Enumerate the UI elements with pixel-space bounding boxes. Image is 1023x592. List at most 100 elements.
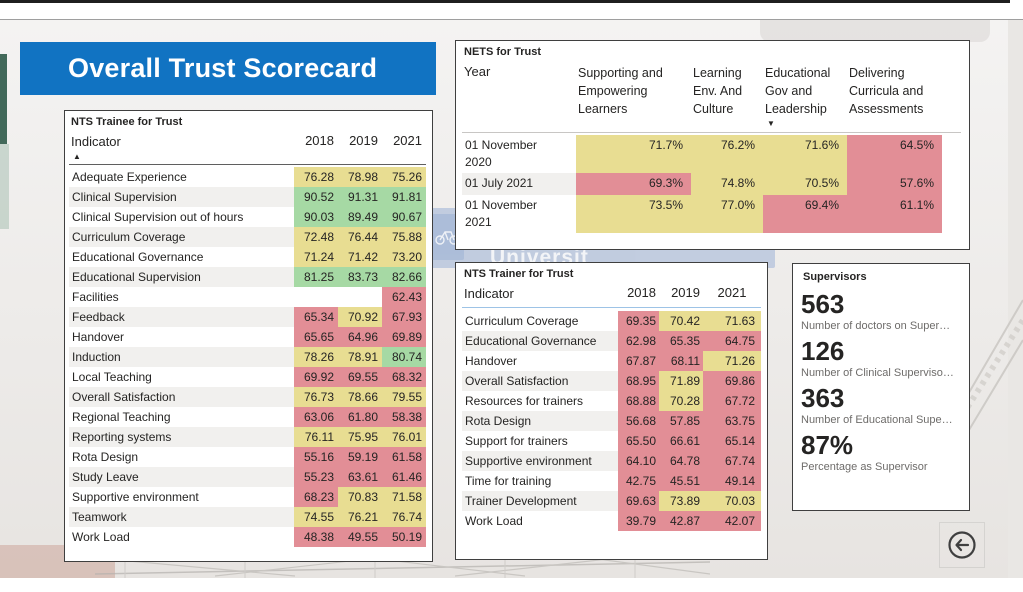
table-row[interactable]: Curriculum Coverage 69.35 70.42 71.63: [462, 311, 761, 331]
background-strip: [0, 144, 9, 229]
column-header-2019[interactable]: 2019: [349, 133, 378, 148]
table-header: Indicator 2018 2019 2021: [462, 282, 761, 303]
table-row[interactable]: Adequate Experience 76.28 78.98 75.26: [69, 167, 426, 187]
sort-descending-icon: ▼: [767, 119, 775, 128]
column-header-delivering[interactable]: Delivering Curricula and Assessments: [849, 66, 924, 116]
table-row[interactable]: Educational Supervision 81.25 83.73 82.66: [69, 267, 426, 287]
header-divider: [0, 19, 1023, 20]
table-row[interactable]: Supportive environment 64.10 64.78 67.74: [462, 451, 761, 471]
kpi-value: 563: [801, 289, 845, 319]
kpi-value: 126: [801, 336, 845, 366]
table-row[interactable]: 01 November 2020 71.7% 76.2% 71.6% 64.5%: [462, 135, 961, 173]
table-row[interactable]: Reporting systems 76.11 75.95 76.01: [69, 427, 426, 447]
table-row[interactable]: Handover 67.87 68.11 71.26: [462, 351, 761, 371]
value-cell: 73.89: [659, 491, 703, 511]
value-cell: 65.50: [618, 431, 659, 451]
column-header-2018[interactable]: 2018: [305, 133, 334, 148]
panel-nts-trainee: NTS Trainee for Trust Indicator ▲ 2018 2…: [64, 110, 433, 562]
kpi-block: 563 Number of doctors on Super…: [801, 289, 961, 333]
back-button[interactable]: [939, 522, 985, 568]
table-row[interactable]: Rota Design 55.16 59.19 61.58: [69, 447, 426, 467]
value-cell: 61.58: [382, 447, 426, 467]
table-row[interactable]: Time for training 42.75 45.51 49.14: [462, 471, 761, 491]
column-header-2019[interactable]: 2019: [671, 285, 700, 300]
row-label: Educational Governance: [72, 250, 204, 264]
table-row[interactable]: Supportive environment 68.23 70.83 71.58: [69, 487, 426, 507]
value-cell: 82.66: [382, 267, 426, 287]
column-header-learning[interactable]: Learning Env. And Culture: [693, 66, 743, 116]
table-row[interactable]: Work Load 39.79 42.87 42.07: [462, 511, 761, 531]
table-row[interactable]: Clinical Supervision 90.52 91.31 91.81: [69, 187, 426, 207]
value-cell: 65.65: [294, 327, 338, 347]
column-header-2021[interactable]: 2021: [717, 285, 747, 300]
table-row[interactable]: 01 July 2021 69.3% 74.8% 70.5% 57.6%: [462, 173, 961, 195]
table-row[interactable]: Support for trainers 65.50 66.61 65.14: [462, 431, 761, 451]
header-separator: [462, 307, 761, 308]
row-label: Induction: [69, 347, 294, 367]
table-row[interactable]: 01 November 2021 73.5% 77.0% 69.4% 61.1%: [462, 195, 961, 233]
column-header-2018[interactable]: 2018: [627, 285, 656, 300]
column-header-educational[interactable]: Educational Gov and Leadership ▼: [765, 64, 849, 128]
back-arrow-icon: [948, 531, 976, 559]
table-row[interactable]: Rota Design 56.68 57.85 63.75: [462, 411, 761, 431]
table-row[interactable]: Handover 65.65 64.96 69.89: [69, 327, 426, 347]
value-cell: 42.75: [618, 471, 659, 491]
column-header-indicator[interactable]: Indicator: [464, 286, 514, 301]
value-cell: 70.03: [703, 491, 761, 511]
value-cell: 67.74: [703, 451, 761, 471]
table-row[interactable]: Induction 78.26 78.91 80.74: [69, 347, 426, 367]
table-row[interactable]: Educational Governance 71.24 71.42 73.20: [69, 247, 426, 267]
column-header-indicator[interactable]: Indicator: [71, 134, 121, 149]
value-cell: [338, 287, 382, 307]
value-cell: 89.49: [338, 207, 382, 227]
value-cell: 90.67: [382, 207, 426, 227]
value-cell: 70.42: [659, 311, 703, 331]
table-row[interactable]: Regional Teaching 63.06 61.80 58.38: [69, 407, 426, 427]
table-row[interactable]: Resources for trainers 68.88 70.28 67.72: [462, 391, 761, 411]
table-row[interactable]: Local Teaching 69.92 69.55 68.32: [69, 367, 426, 387]
value-cell: 75.95: [338, 427, 382, 447]
table-row[interactable]: Educational Governance 62.98 65.35 64.75: [462, 331, 761, 351]
value-cell: [294, 287, 338, 307]
table-row[interactable]: Study Leave 55.23 63.61 61.46: [69, 467, 426, 487]
value-cell: 65.35: [659, 331, 703, 351]
table-row[interactable]: Work Load 48.38 49.55 50.19: [69, 527, 426, 547]
row-label: Overall Satisfaction: [462, 371, 618, 391]
table-row[interactable]: Facilities 62.43: [69, 287, 426, 307]
column-header-year[interactable]: Year: [464, 64, 491, 79]
value-cell: 49.55: [338, 527, 382, 547]
value-cell: 67.87: [618, 351, 659, 371]
value-cell: 76.28: [294, 167, 338, 187]
row-label: Time for training: [465, 474, 552, 488]
value-cell: 68.23: [294, 487, 338, 507]
value-cell: 68.11: [659, 351, 703, 371]
table-row[interactable]: Curriculum Coverage 72.48 76.44 75.88: [69, 227, 426, 247]
value-cell: 55.16: [294, 447, 338, 467]
value-cell: 78.91: [338, 347, 382, 367]
table-row[interactable]: Overall Satisfaction 76.73 78.66 79.55: [69, 387, 426, 407]
table-row[interactable]: Overall Satisfaction 68.95 71.89 69.86: [462, 371, 761, 391]
row-label: Regional Teaching: [72, 410, 171, 424]
value-cell: 71.63: [703, 311, 761, 331]
value-cell: 62.43: [382, 287, 426, 307]
table-row[interactable]: Teamwork 74.55 76.21 76.74: [69, 507, 426, 527]
value-cell: 61.80: [338, 407, 382, 427]
value-cell: 45.51: [659, 471, 703, 491]
column-header-supporting[interactable]: Supporting and Empowering Learners: [578, 66, 663, 116]
value-cell: 59.19: [338, 447, 382, 467]
table-row[interactable]: Trainer Development 69.63 73.89 70.03: [462, 491, 761, 511]
value-cell: 91.81: [382, 187, 426, 207]
table-row[interactable]: Feedback 65.34 70.92 67.93: [69, 307, 426, 327]
kpi-value: 363: [801, 383, 845, 413]
value-cell: 68.95: [618, 371, 659, 391]
row-label: Support for trainers: [465, 434, 568, 448]
value-cell: 55.23: [294, 467, 338, 487]
kpi-caption: Number of Clinical Superviso…: [801, 367, 954, 379]
value-cell: 66.61: [659, 431, 703, 451]
table-row[interactable]: Clinical Supervision out of hours 90.03 89…: [69, 207, 426, 227]
column-header-2021[interactable]: 2021: [393, 133, 422, 148]
row-label: Work Load: [465, 514, 523, 528]
kpi-list: 563 Number of doctors on Super… 126 Number …: [801, 289, 961, 474]
row-label: Adequate Experience: [72, 170, 187, 184]
row-label: Feedback: [69, 307, 294, 327]
